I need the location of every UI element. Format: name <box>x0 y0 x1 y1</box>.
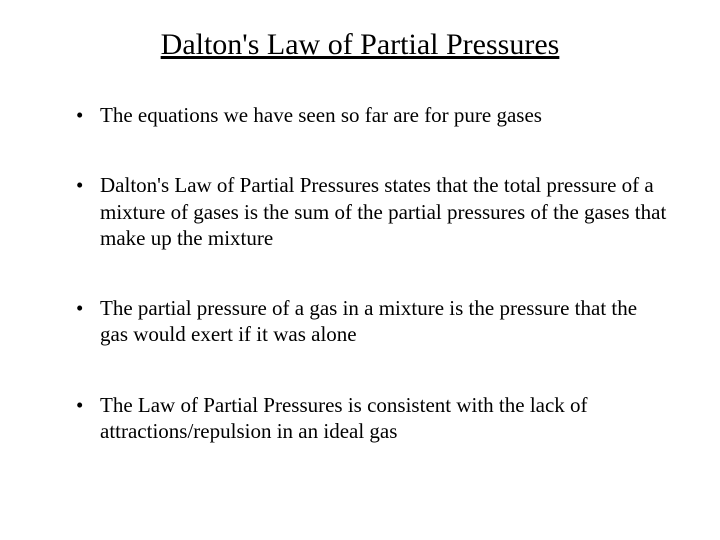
slide-title: Dalton's Law of Partial Pressures <box>50 28 670 62</box>
list-item: The equations we have seen so far are fo… <box>80 102 670 128</box>
list-item: Dalton's Law of Partial Pressures states… <box>80 172 670 251</box>
bullet-list: The equations we have seen so far are fo… <box>50 102 670 444</box>
list-item: The partial pressure of a gas in a mixtu… <box>80 295 670 348</box>
list-item: The Law of Partial Pressures is consiste… <box>80 392 670 445</box>
